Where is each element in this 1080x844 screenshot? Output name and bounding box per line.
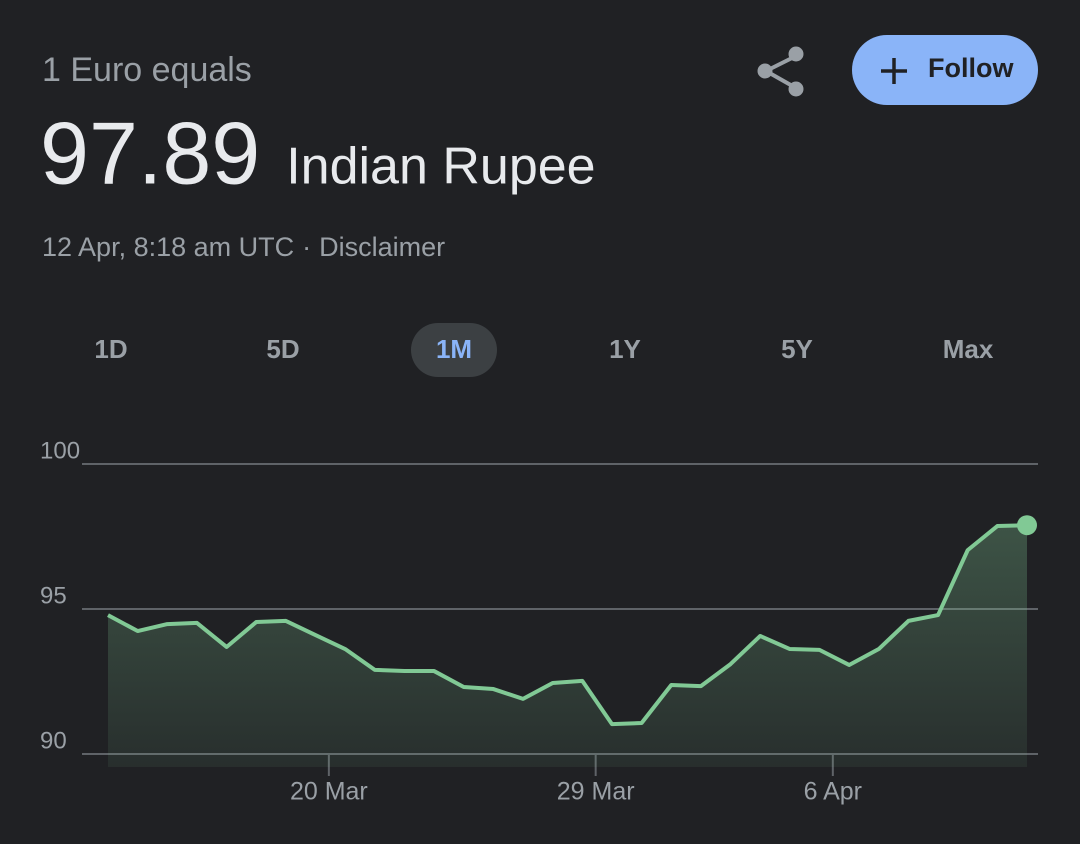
share-button[interactable]	[757, 46, 804, 97]
share-icon	[757, 63, 773, 79]
separator: ·	[302, 232, 311, 262]
label: 1 Euro equals	[42, 51, 252, 89]
tab-label: 1D	[94, 334, 127, 364]
y-tick-label: 100	[40, 437, 80, 464]
timestamp: 12 Apr, 8:18 am UTC	[42, 232, 294, 262]
tab-label: 1M	[436, 334, 472, 364]
range-tab[interactable]: Max	[943, 334, 994, 364]
tab-label: 5D	[266, 334, 299, 364]
last-point	[1017, 515, 1037, 536]
disclaimer-link[interactable]: Disclaimer	[319, 232, 445, 262]
follow-bg	[852, 35, 1038, 105]
tab-highlight	[411, 323, 497, 377]
x-tick-label: 29 Mar	[557, 778, 635, 806]
range-tab[interactable]: 1D	[94, 334, 127, 364]
x-tick-label: 6 Apr	[804, 778, 862, 806]
x-tick-label: 20 Mar	[290, 778, 368, 806]
range-tab[interactable]: 5D	[266, 334, 299, 364]
plus-icon	[881, 58, 907, 84]
follow-button[interactable]: Follow	[852, 35, 1038, 105]
share-icon	[788, 81, 804, 97]
range-tab[interactable]: 1Y	[609, 334, 641, 364]
y-tick-label: 90	[40, 727, 67, 754]
range-tab[interactable]: 1M	[411, 323, 497, 377]
currency: Indian Rupee	[286, 138, 595, 196]
tab-label: 5Y	[781, 334, 813, 364]
line	[107, 523, 1028, 727]
range-tab[interactable]: 5Y	[781, 334, 813, 364]
rate: 97.89	[40, 103, 260, 202]
tab-label: Max	[943, 334, 994, 364]
share-icon	[788, 46, 804, 62]
range-tabs: 1D 5D 1M 1Y 5Y Max	[94, 323, 994, 377]
area	[108, 525, 1027, 767]
tab-label: 1Y	[609, 334, 641, 364]
y-tick-label: 95	[40, 582, 67, 609]
follow-label: Follow	[928, 53, 1014, 83]
